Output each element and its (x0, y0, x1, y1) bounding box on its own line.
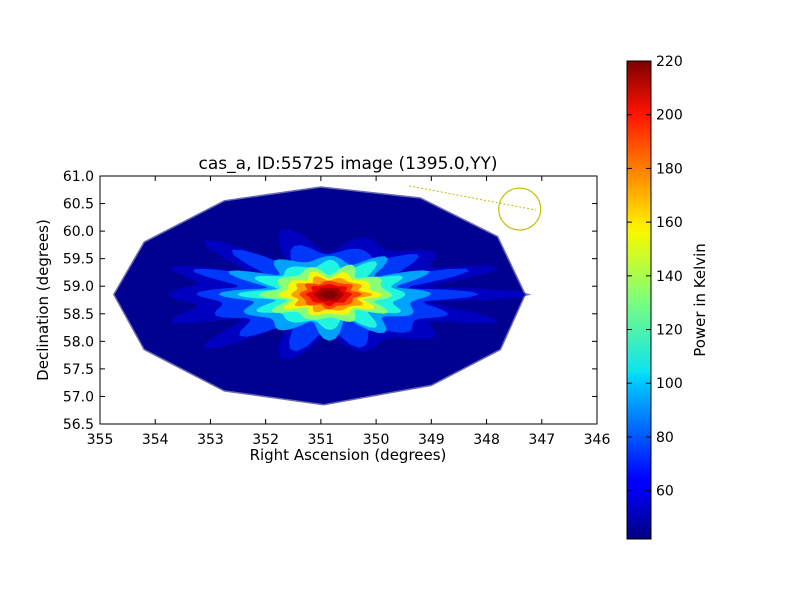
beam-marker (409, 185, 542, 231)
colorbar-tick-label: 220 (656, 54, 683, 70)
colorbar: 60 80 100 120 140 160 180 200 220 Power in Kelvi… (626, 54, 709, 540)
y-tick-label: 57.5 (63, 362, 94, 378)
x-tick-label: 352 (252, 432, 279, 448)
x-tick-label: 346 (584, 432, 611, 448)
colorbar-tick-label: 120 (656, 323, 683, 339)
colorbar-tick-label: 80 (656, 430, 674, 446)
colorbar-label: Power in Kelvin (691, 243, 709, 357)
y-tick-label: 60.5 (63, 197, 94, 213)
colorbar-tick-label: 60 (656, 484, 674, 500)
x-tick-label: 351 (308, 432, 335, 448)
y-tick-label: 61.0 (63, 169, 94, 185)
y-tick-label: 58.0 (63, 334, 94, 350)
y-tick-label: 58.5 (63, 307, 94, 323)
x-axis: 355 354 353 352 351 350 349 348 347 346 (87, 176, 611, 448)
chart-title: cas_a, ID:55725 image (1395.0,YY) (199, 154, 498, 174)
x-tick-label: 348 (473, 432, 500, 448)
colorbar-tick-label: 160 (656, 215, 683, 231)
colorbar-tick-label: 140 (656, 269, 683, 285)
x-tick-label: 349 (418, 432, 445, 448)
x-axis-label: Right Ascension (degrees) (250, 446, 447, 464)
colorbar-tick-label: 200 (656, 108, 683, 124)
beam-circle (498, 187, 542, 231)
x-tick-label: 355 (87, 432, 114, 448)
colorbar-tick-label: 180 (656, 161, 683, 177)
y-tick-label: 59.5 (63, 252, 94, 268)
beam-line (409, 185, 537, 211)
heatmap-source (168, 229, 532, 360)
y-tick-label: 59.0 (63, 279, 94, 295)
x-tick-label: 354 (142, 432, 169, 448)
x-tick-label: 347 (528, 432, 555, 448)
x-tick-label: 353 (197, 432, 224, 448)
colorbar-tick-label: 100 (656, 376, 683, 392)
y-tick-label: 60.0 (63, 224, 94, 240)
colorbar-gradient (626, 60, 652, 540)
y-tick-label: 56.5 (63, 417, 94, 433)
y-axis: 56.5 57.0 57.5 58.0 58.5 59.0 59.5 60.0 60.5 61.0 (63, 169, 597, 433)
x-tick-label: 350 (363, 432, 390, 448)
plot-area: 355 354 353 352 351 350 349 348 347 346 56.557.05… (63, 169, 611, 448)
colorbar-ticks: 60 80 100 120 140 160 180 200 220 (627, 54, 683, 500)
y-tick-label: 57.0 (63, 389, 94, 405)
source-contour (320, 290, 338, 299)
y-axis-label: Declination (degrees) (34, 219, 52, 381)
axes-frame (99, 175, 598, 425)
